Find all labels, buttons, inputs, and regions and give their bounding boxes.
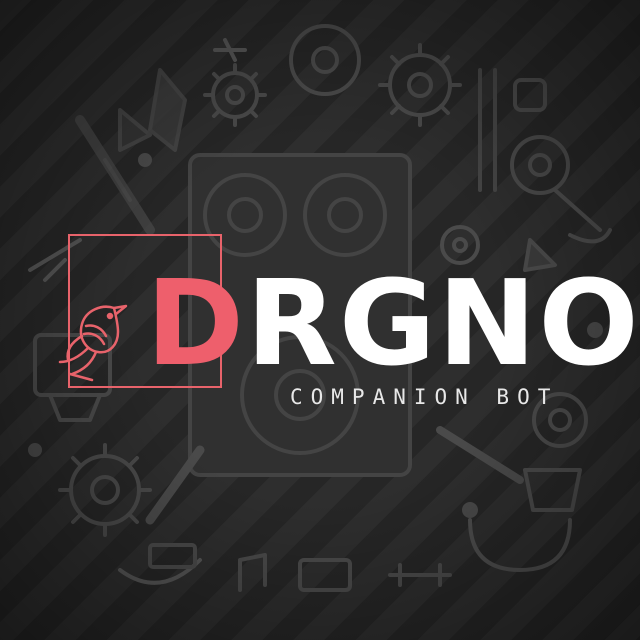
gear-icon: [532, 392, 588, 448]
dot-icon: [28, 443, 42, 457]
connector-icon: [388, 563, 452, 587]
pen-icon: [145, 445, 205, 525]
plug-icon: [118, 558, 202, 585]
tablet-icon: [298, 558, 352, 592]
plug-icon: [553, 188, 612, 244]
gear-icon: [58, 443, 152, 537]
dot-icon: [462, 502, 478, 518]
gear-icon: [203, 63, 267, 127]
crystal-icon: [523, 238, 557, 272]
speaker-icon: [188, 153, 412, 477]
vinyl-record-icon: [510, 135, 570, 195]
battery-icon: [148, 543, 197, 569]
dot-icon: [138, 153, 152, 167]
brand-tagline: COMPANION BOT: [290, 385, 559, 409]
music-note-icon: [238, 553, 267, 592]
gear-icon: [440, 225, 480, 265]
gear-icon: [378, 43, 462, 127]
pencil-icon: [478, 68, 497, 192]
pen-icon: [75, 115, 155, 235]
wordmark-rest-letters: RGNO: [245, 254, 640, 392]
magnet-icon: [468, 518, 572, 572]
dice-icon: [513, 78, 547, 112]
bird-icon: [58, 304, 128, 382]
crystal-icon: [118, 68, 187, 152]
feather-icon: [28, 238, 82, 282]
gamepad-icon: [33, 333, 112, 422]
vinyl-record-icon: [289, 24, 361, 96]
dot-icon: [587, 322, 603, 338]
logo-frame: [68, 234, 222, 388]
cup-icon: [523, 468, 582, 512]
sparkle-icon: [213, 38, 247, 62]
brand-wordmark: D RGNO: [146, 252, 640, 382]
wordmark-accent-letter: D: [146, 254, 246, 392]
wrench-icon: [436, 426, 524, 484]
